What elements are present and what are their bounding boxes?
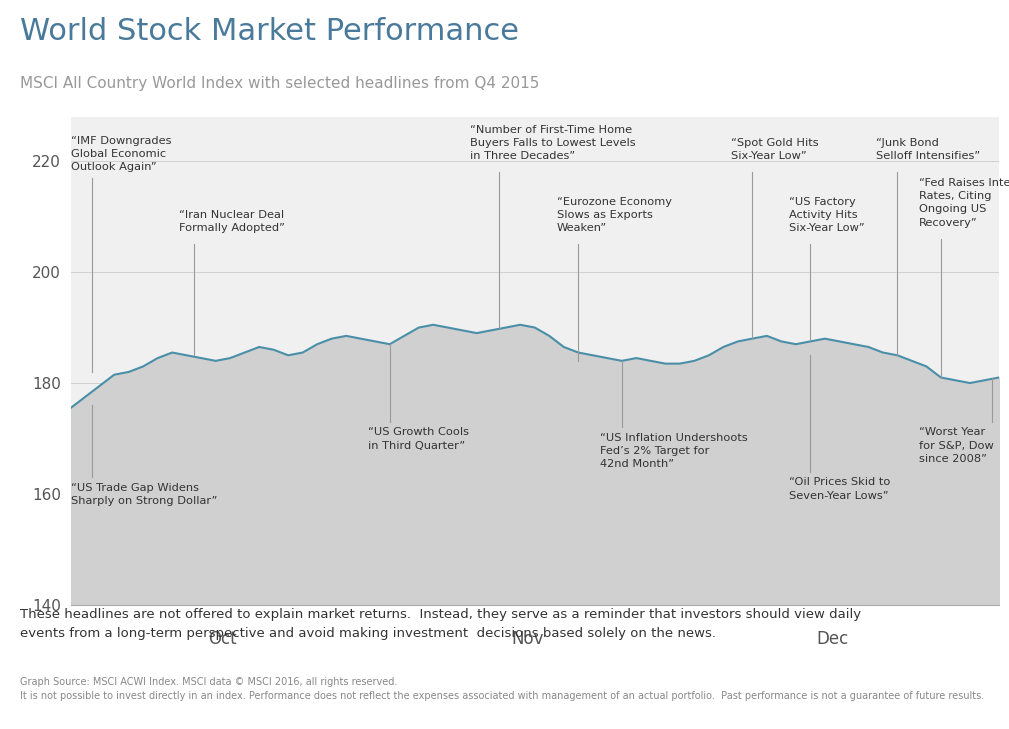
Text: “Oil Prices Skid to
Seven-Year Lows”: “Oil Prices Skid to Seven-Year Lows” xyxy=(789,477,890,501)
Text: MSCI All Country World Index with selected headlines from Q4 2015: MSCI All Country World Index with select… xyxy=(20,76,540,91)
Text: “US Inflation Undershoots
Fed’s 2% Target for
42nd Month”: “US Inflation Undershoots Fed’s 2% Targe… xyxy=(600,433,748,469)
Text: Oct: Oct xyxy=(209,630,237,648)
Text: “US Trade Gap Widens
Sharply on Strong Dollar”: “US Trade Gap Widens Sharply on Strong D… xyxy=(71,483,217,506)
Text: These headlines are not offered to explain market returns.  Instead, they serve : These headlines are not offered to expla… xyxy=(20,607,862,639)
Text: “Number of First-Time Home
Buyers Falls to Lowest Levels
in Three Decades”: “Number of First-Time Home Buyers Falls … xyxy=(469,125,635,161)
Text: “Junk Bond
Selloff Intensifies”: “Junk Bond Selloff Intensifies” xyxy=(876,138,980,161)
Text: “US Growth Cools
in Third Quarter”: “US Growth Cools in Third Quarter” xyxy=(368,427,469,451)
Text: “Iran Nuclear Deal
Formally Adopted”: “Iran Nuclear Deal Formally Adopted” xyxy=(180,210,286,233)
Text: “Eurozone Economy
Slows as Exports
Weaken”: “Eurozone Economy Slows as Exports Weake… xyxy=(557,197,672,233)
Text: “Spot Gold Hits
Six-Year Low”: “Spot Gold Hits Six-Year Low” xyxy=(731,138,818,161)
Text: “Fed Raises Interest
Rates, Citing
Ongoing US
Recovery”: “Fed Raises Interest Rates, Citing Ongoi… xyxy=(919,178,1009,227)
Text: Dec: Dec xyxy=(816,630,849,648)
Text: Graph Source: MSCI ACWI Index. MSCI data © MSCI 2016, all rights reserved.
It is: Graph Source: MSCI ACWI Index. MSCI data… xyxy=(20,677,985,701)
Text: “Worst Year
for S&P, Dow
since 2008”: “Worst Year for S&P, Dow since 2008” xyxy=(919,427,994,464)
Text: “IMF Downgrades
Global Economic
Outlook Again”: “IMF Downgrades Global Economic Outlook … xyxy=(71,136,172,172)
Text: “US Factory
Activity Hits
Six-Year Low”: “US Factory Activity Hits Six-Year Low” xyxy=(789,197,865,233)
Text: World Stock Market Performance: World Stock Market Performance xyxy=(20,17,520,47)
Text: Nov: Nov xyxy=(512,630,544,648)
